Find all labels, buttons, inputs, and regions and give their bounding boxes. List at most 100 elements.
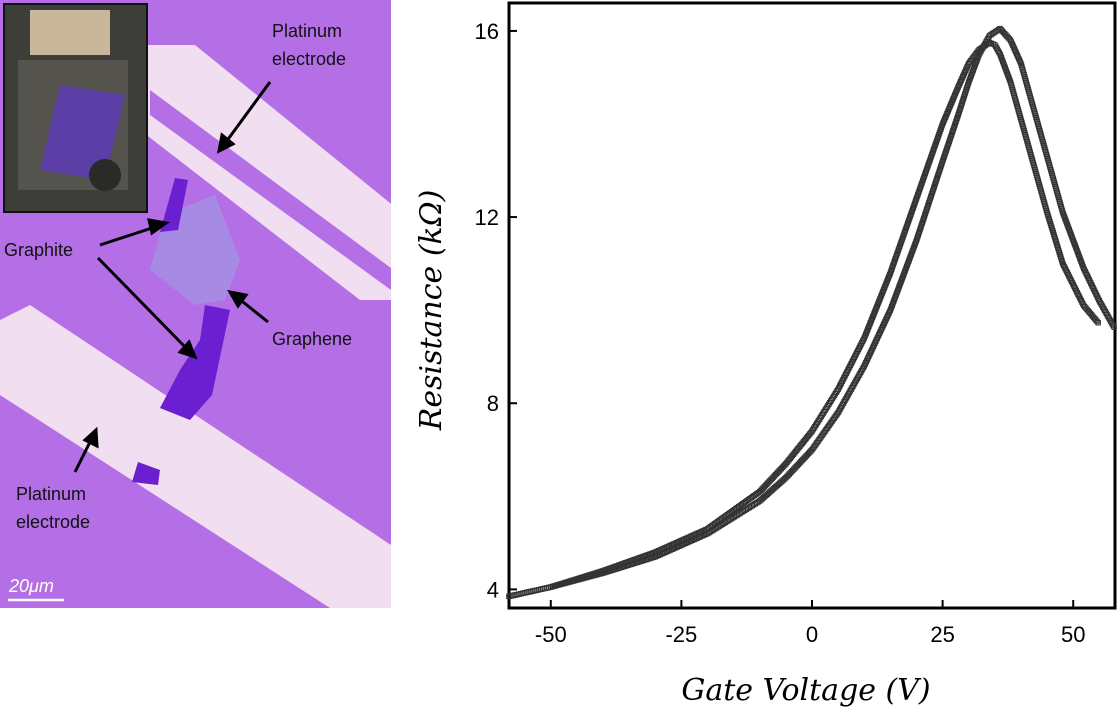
data-point-series-0 bbox=[875, 333, 881, 340]
data-point-series-1 bbox=[952, 90, 959, 97]
data-point-series-1 bbox=[664, 544, 670, 550]
data-point-series-0 bbox=[1012, 47, 1018, 53]
platinum-electrode-top-stripe bbox=[150, 90, 391, 290]
x-tick-label: 0 bbox=[806, 622, 818, 647]
data-point-series-0 bbox=[1015, 54, 1021, 60]
data-point-series-0 bbox=[864, 356, 871, 363]
data-point-series-1 bbox=[949, 99, 955, 105]
data-point-series-1 bbox=[687, 533, 694, 540]
micrograph-panel: 20μm Platinum electrode Graphite Graphen… bbox=[0, 0, 391, 608]
data-point-series-0 bbox=[881, 320, 887, 326]
data-point-series-1 bbox=[943, 112, 949, 119]
data-point-series-0 bbox=[879, 323, 886, 330]
data-point-series-0 bbox=[882, 318, 888, 325]
data-point-series-1 bbox=[942, 114, 949, 120]
data-point-series-1 bbox=[659, 546, 665, 552]
data-point-series-0 bbox=[870, 343, 877, 349]
data-point-series-1 bbox=[661, 545, 667, 552]
data-point-series-1 bbox=[667, 542, 674, 549]
data-point-series-0 bbox=[866, 353, 872, 359]
data-point-series-0 bbox=[1007, 37, 1014, 43]
data-point-series-0 bbox=[863, 360, 869, 366]
data-point-series-1 bbox=[947, 102, 954, 109]
data-point-series-1 bbox=[963, 67, 969, 73]
data-point-series-0 bbox=[1110, 322, 1116, 329]
data-point-series-1 bbox=[1079, 299, 1085, 305]
data-point-series-1 bbox=[961, 70, 967, 77]
data-point-series-1 bbox=[957, 80, 963, 87]
data-point-series-0 bbox=[867, 350, 874, 356]
data-point-series-1 bbox=[674, 539, 680, 546]
data-point-series-1 bbox=[684, 535, 690, 541]
data-point-series-1 bbox=[950, 95, 956, 102]
data-point-series-0 bbox=[1016, 55, 1022, 62]
data-point-series-1 bbox=[939, 121, 946, 127]
x-tick-label: 50 bbox=[1061, 622, 1085, 647]
label-graphite: Graphite bbox=[4, 240, 73, 260]
data-point-series-0 bbox=[883, 317, 889, 323]
y-tick-label: 8 bbox=[487, 391, 499, 416]
data-point-series-0 bbox=[1017, 59, 1023, 65]
data-point-series-1 bbox=[955, 84, 961, 90]
data-point-series-0 bbox=[878, 327, 884, 333]
data-point-series-1 bbox=[672, 540, 679, 546]
x-tick-label: -50 bbox=[535, 622, 567, 647]
data-point-series-1 bbox=[953, 89, 959, 95]
data-point-series-0 bbox=[1010, 44, 1017, 50]
data-point-series-1 bbox=[940, 119, 947, 126]
data-point-series-0 bbox=[1013, 49, 1019, 55]
data-point-series-0 bbox=[885, 312, 891, 318]
data-point-series-1 bbox=[699, 528, 706, 534]
data-point-series-1 bbox=[941, 117, 947, 124]
data-point-series-0 bbox=[1111, 324, 1117, 330]
y-tick-label: 4 bbox=[487, 577, 499, 602]
data-point-series-1 bbox=[960, 72, 967, 78]
data-point-series-1 bbox=[1094, 318, 1100, 325]
data-point-series-0 bbox=[863, 358, 870, 364]
data-point-series-1 bbox=[945, 107, 952, 114]
data-point-series-0 bbox=[872, 340, 878, 346]
label-graphene: Graphene bbox=[272, 329, 352, 349]
data-point-series-0 bbox=[862, 361, 868, 368]
x-axis: -50 -25 0 25 50 bbox=[535, 600, 1085, 647]
data-point-series-1 bbox=[689, 532, 696, 539]
data-point-series-1 bbox=[946, 106, 952, 112]
data-point-series-1 bbox=[942, 116, 948, 122]
graphite-flake-main bbox=[160, 305, 230, 420]
data-point-series-0 bbox=[869, 346, 875, 353]
data-point-series-1 bbox=[952, 92, 958, 98]
data-point-series-1 bbox=[954, 85, 961, 92]
y-tick-label: 12 bbox=[475, 205, 499, 230]
data-point-series-0 bbox=[865, 355, 871, 361]
data-point-series-0 bbox=[879, 325, 885, 331]
data-point-series-0 bbox=[1009, 40, 1015, 47]
data-point-series-1 bbox=[1095, 320, 1101, 326]
data-point-series-1 bbox=[686, 534, 692, 540]
y-axis: 4 8 12 16 bbox=[475, 19, 517, 602]
label-platinum-top-line1: Platinum bbox=[272, 21, 342, 41]
data-point-series-1 bbox=[947, 104, 953, 110]
inset-photo bbox=[3, 3, 148, 213]
data-point-series-0 bbox=[869, 345, 876, 351]
data-point-series-0 bbox=[886, 309, 893, 315]
data-point-series-0 bbox=[1008, 39, 1014, 45]
data-point-series-1 bbox=[655, 547, 662, 554]
label-platinum-bottom-line1: Platinum bbox=[16, 484, 86, 504]
x-tick-label: 25 bbox=[930, 622, 954, 647]
data-point-series-0 bbox=[1010, 42, 1016, 48]
y-axis-title: Resistance (kΩ) bbox=[414, 190, 449, 432]
data-point-series-1 bbox=[949, 97, 956, 104]
data-point-series-1 bbox=[996, 49, 1002, 56]
data-point-series-1 bbox=[859, 338, 866, 344]
scale-bar-label: 20μm bbox=[8, 576, 54, 596]
data-point-series-1 bbox=[957, 79, 964, 85]
data-point-series-1 bbox=[860, 336, 867, 343]
graphite-flake-bottom bbox=[132, 462, 160, 485]
data-point-series-0 bbox=[883, 315, 890, 322]
data-point-series-1 bbox=[666, 543, 672, 549]
data-point-series-1 bbox=[677, 538, 684, 544]
data-point-series-1 bbox=[962, 69, 968, 75]
data-point-series-0 bbox=[873, 337, 880, 343]
x-axis-title: Gate Voltage (V) bbox=[681, 673, 930, 708]
data-point-series-1 bbox=[696, 529, 702, 536]
